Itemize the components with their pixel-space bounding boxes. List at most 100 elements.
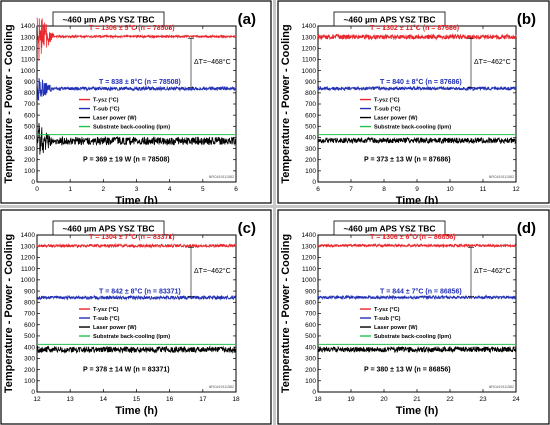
y-tick-label: 0 xyxy=(31,179,35,186)
annotation-power: P = 380 ± 13 W (n = 86856) xyxy=(364,366,451,373)
x-tick-label: 2 xyxy=(102,186,106,193)
series-line-3 xyxy=(317,345,517,354)
annotation-t-ysz: T = 1306 ± 5°C (n = 78508) xyxy=(89,24,175,32)
x-tick-label: 20 xyxy=(380,396,388,403)
y-axis-title: Temperature - Power - Cooling xyxy=(280,234,292,393)
x-tick-label: 17 xyxy=(199,396,207,403)
y-tick-label: 700 xyxy=(24,101,35,108)
panel-title-box xyxy=(333,220,446,236)
y-tick-label: 300 xyxy=(24,146,35,153)
legend-label-3: Laser power (W) xyxy=(93,116,137,122)
y-tick-label: 300 xyxy=(305,146,316,153)
y-tick-label: 1000 xyxy=(302,277,317,284)
y-tick-label: 900 xyxy=(305,79,316,86)
y-tick-label: 100 xyxy=(24,378,35,385)
x-tick-label: 16 xyxy=(166,396,174,403)
y-tick-label: 500 xyxy=(24,123,35,130)
panel-letter: (a) xyxy=(238,11,256,28)
x-tick-label: 3 xyxy=(135,186,139,193)
legend-label-2: T-sub (°C) xyxy=(374,107,401,113)
y-tick-label: 100 xyxy=(24,168,35,175)
y-tick-label: 200 xyxy=(305,157,316,164)
y-tick-label: 1200 xyxy=(302,45,317,52)
y-tick-label: 900 xyxy=(24,288,35,295)
panel-title: ~460 µm APS YSZ TBC xyxy=(62,15,154,25)
legend-label-2: T-sub (°C) xyxy=(93,107,120,113)
y-tick-label: 400 xyxy=(305,344,316,351)
x-tick-label: 7 xyxy=(349,186,353,193)
x-tick-label: 0 xyxy=(35,186,39,193)
watermark: NRC#19111582 xyxy=(489,385,514,389)
vertical-divider xyxy=(273,0,276,425)
plot-area xyxy=(36,25,237,183)
y-tick-label: 1400 xyxy=(21,23,36,30)
panel-title: ~460 µm APS YSZ TBC xyxy=(62,224,154,234)
y-tick-label: 200 xyxy=(24,367,35,374)
y-tick-label: 100 xyxy=(305,168,316,175)
annotation-t-sub: T = 844 ± 7°C (n = 86856) xyxy=(380,287,462,295)
legend-label-4: Substrate back-cooling (lpm) xyxy=(93,125,170,131)
delta-t-label: ΔT=~468°C xyxy=(194,58,231,66)
legend-label-4: Substrate back-cooling (lpm) xyxy=(93,334,170,340)
series-line-2 xyxy=(317,85,517,92)
series-line-2 xyxy=(36,294,237,301)
legend-label-2: T-sub (°C) xyxy=(374,316,401,322)
panel-c: 0 100 200 300 400 500 600 700 800 900 1000 1100 1200… xyxy=(0,209,272,425)
x-tick-label: 22 xyxy=(446,396,454,403)
x-tick-label: 18 xyxy=(314,396,322,403)
panel-letter: (b) xyxy=(517,11,536,28)
legend-label-4: Substrate back-cooling (lpm) xyxy=(374,125,451,131)
series-line-1 xyxy=(317,242,517,249)
series-line-3 xyxy=(36,123,237,155)
y-tick-label: 0 xyxy=(31,389,35,396)
y-tick-label: 1100 xyxy=(21,266,35,273)
legend-label-1: T-ysz (°C) xyxy=(93,98,119,104)
y-tick-label: 800 xyxy=(305,90,316,97)
x-axis-title: Time (h) xyxy=(396,405,439,417)
annotation-power: P = 378 ± 14 W (n = 83371) xyxy=(83,366,170,373)
annotation-t-sub: T = 842 ± 8°C (n = 83371) xyxy=(99,287,181,295)
watermark: NRC#19111582 xyxy=(209,175,234,179)
y-tick-label: 300 xyxy=(24,356,35,363)
series-line-1 xyxy=(36,17,237,61)
y-tick-label: 200 xyxy=(24,157,35,164)
y-tick-label: 300 xyxy=(305,356,316,363)
legend-label-1: T-ysz (°C) xyxy=(374,98,400,104)
x-tick-label: 12 xyxy=(33,396,41,403)
y-tick-label: 1400 xyxy=(302,23,317,30)
x-tick-label: 6 xyxy=(234,186,238,193)
annotation-power: P = 369 ± 19 W (n = 78508) xyxy=(83,156,170,163)
x-tick-label: 4 xyxy=(168,186,172,193)
y-tick-label: 400 xyxy=(305,135,316,142)
y-tick-label: 500 xyxy=(305,123,316,130)
watermark: NRC#19111582 xyxy=(209,385,234,389)
y-tick-label: 900 xyxy=(24,79,35,86)
x-tick-label: 11 xyxy=(480,186,487,193)
y-tick-label: 1400 xyxy=(21,232,36,239)
y-axis-title: Temperature - Power - Cooling xyxy=(3,234,15,393)
panel-letter: (c) xyxy=(238,220,256,237)
y-tick-label: 700 xyxy=(305,101,316,108)
y-tick-label: 1000 xyxy=(302,68,317,75)
legend-label-4: Substrate back-cooling (lpm) xyxy=(374,334,451,340)
series-line-2 xyxy=(36,78,237,102)
x-tick-label: 21 xyxy=(413,396,421,403)
y-tick-label: 1200 xyxy=(21,255,36,262)
x-axis-title: Time (h) xyxy=(115,405,158,417)
x-tick-label: 13 xyxy=(67,396,75,403)
y-tick-label: 800 xyxy=(24,90,35,97)
legend-label-3: Laser power (W) xyxy=(93,325,137,331)
y-axis-title: Temperature - Power - Cooling xyxy=(3,24,15,183)
y-tick-label: 700 xyxy=(24,311,35,318)
y-tick-label: 1400 xyxy=(302,232,317,239)
y-tick-label: 500 xyxy=(24,333,35,340)
legend-label-2: T-sub (°C) xyxy=(93,316,120,322)
y-tick-label: 0 xyxy=(312,179,316,186)
y-axis-title: Temperature - Power - Cooling xyxy=(280,24,292,183)
y-tick-label: 1300 xyxy=(302,243,317,250)
y-tick-label: 700 xyxy=(305,311,316,318)
y-tick-label: 400 xyxy=(24,344,35,351)
panel-d: 0 100 200 300 400 500 600 700 800 900 1000 1100 1200… xyxy=(277,209,550,425)
annotation-power: P = 373 ± 13 W (n = 87686) xyxy=(364,156,451,163)
